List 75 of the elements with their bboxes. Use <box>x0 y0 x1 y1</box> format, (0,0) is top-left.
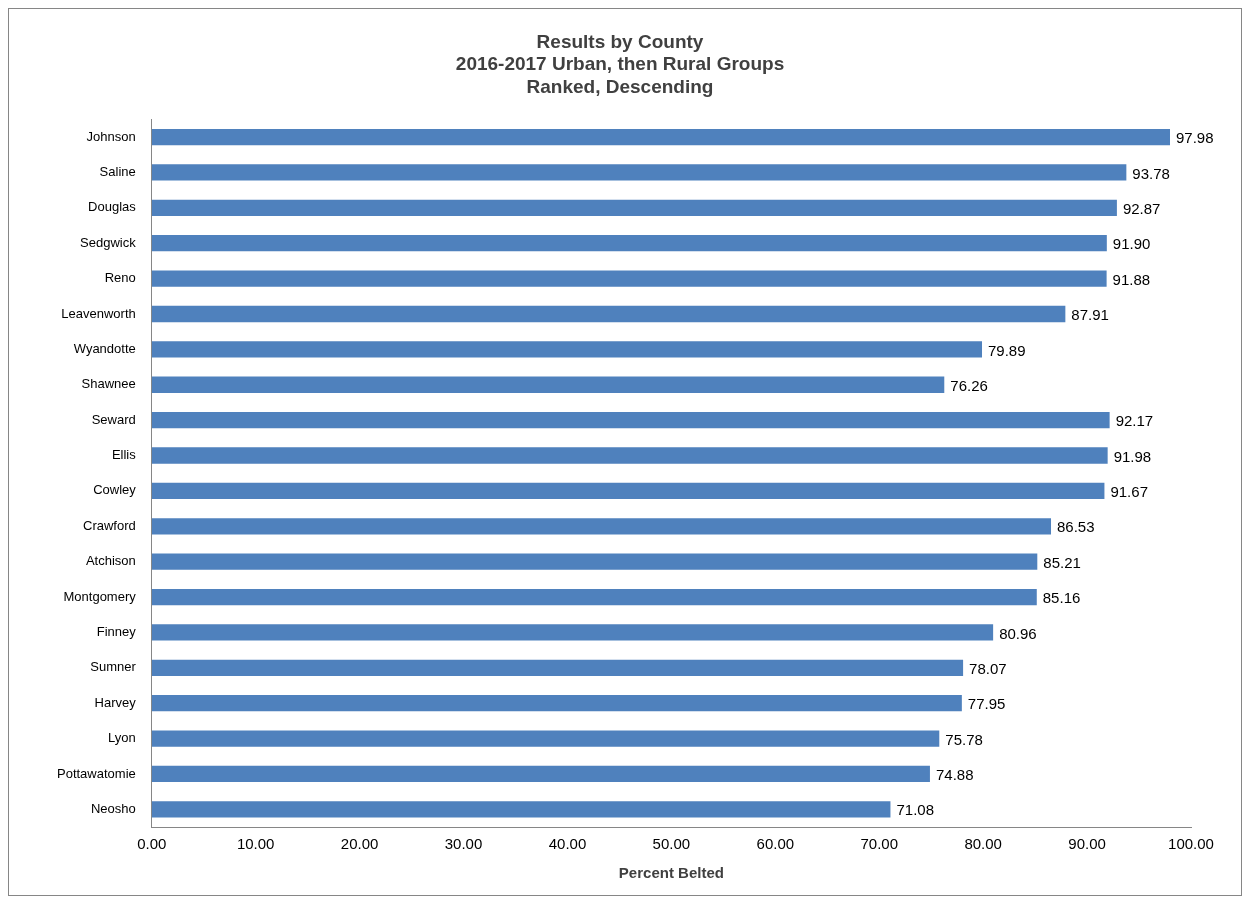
y-tick-label: Neosho <box>90 800 136 816</box>
x-tick-label: 80.00 <box>964 835 1002 853</box>
bar <box>151 730 940 747</box>
bar <box>151 518 1052 535</box>
y-tick-label: Sedgwick <box>80 234 137 250</box>
bar <box>151 128 1171 146</box>
data-label: 77.95 <box>967 695 1006 713</box>
bar <box>151 447 1108 464</box>
data-label: 85.16 <box>1042 589 1081 607</box>
bar <box>151 765 930 783</box>
data-label: 74.88 <box>935 766 974 784</box>
data-label: 92.87 <box>1122 199 1161 217</box>
bar <box>151 235 1107 252</box>
y-tick-label: Leavenworth <box>61 305 136 321</box>
y-tick-label: Crawford <box>83 517 136 533</box>
data-label: 80.96 <box>999 624 1037 642</box>
data-label: 92.17 <box>1115 412 1154 430</box>
y-tick-label: Seward <box>91 411 136 427</box>
bar <box>151 659 964 676</box>
x-tick-label: 100.00 <box>1168 835 1214 853</box>
y-tick-label: Wyandotte <box>73 340 136 356</box>
data-label: 71.08 <box>896 801 934 819</box>
x-tick-label: 70.00 <box>860 835 898 853</box>
y-tick-label: Pottawatomie <box>57 765 136 781</box>
data-label: 91.67 <box>1110 483 1148 501</box>
bar <box>151 801 891 818</box>
bar <box>151 199 1117 216</box>
y-tick-label: Cowley <box>93 482 137 498</box>
x-tick-label: 0.00 <box>137 835 167 853</box>
x-tick-label: 40.00 <box>548 835 587 853</box>
y-tick-label: Finney <box>96 623 137 639</box>
bar <box>151 376 945 393</box>
data-label: 91.88 <box>1112 270 1151 288</box>
y-tick-label: Montgomery <box>63 588 137 604</box>
data-label: 75.78 <box>945 730 983 748</box>
y-tick-label: Douglas <box>88 199 137 215</box>
bar <box>151 411 1110 429</box>
y-tick-label: Harvey <box>94 694 137 710</box>
bar <box>151 341 983 358</box>
y-tick-label: Saline <box>99 164 136 180</box>
text: Ranked, Descending <box>526 76 714 98</box>
bar <box>151 695 962 712</box>
x-tick-label: 90.00 <box>1068 835 1106 853</box>
data-label: 78.07 <box>969 659 1007 677</box>
y-tick-label: Atchison <box>85 553 136 569</box>
data-label: 91.90 <box>1112 235 1151 253</box>
data-label: 91.98 <box>1113 447 1152 465</box>
bar <box>151 305 1066 323</box>
y-tick-label: Shawnee <box>81 376 136 392</box>
x-tick-label: 10.00 <box>236 835 275 853</box>
bar <box>151 553 1038 570</box>
x-tick-label: 30.00 <box>444 835 483 853</box>
data-label: 87.91 <box>1071 306 1109 324</box>
data-label: 86.53 <box>1057 518 1095 536</box>
bar <box>151 164 1127 181</box>
text: Results by County <box>536 30 704 52</box>
data-label: 85.21 <box>1043 553 1081 571</box>
y-tick-label: Reno <box>104 270 136 286</box>
data-label: 79.89 <box>988 341 1026 359</box>
bar <box>151 482 1105 500</box>
x-tick-label: 50.00 <box>652 835 691 853</box>
y-tick-label: Johnson <box>86 128 136 144</box>
x-axis-title: Percent Belted <box>618 864 724 882</box>
y-tick-label: Lyon <box>108 730 136 746</box>
data-label: 93.78 <box>1132 164 1170 182</box>
y-tick-label: Ellis <box>111 447 137 463</box>
x-tick-label: 60.00 <box>756 835 795 853</box>
bar <box>151 624 994 641</box>
data-label: 76.26 <box>950 376 988 394</box>
y-tick-label: Sumner <box>90 659 137 675</box>
x-tick-label: 20.00 <box>340 835 379 853</box>
bar <box>151 270 1107 287</box>
text: 2016-2017 Urban, then Rural Groups <box>455 53 785 75</box>
data-label: 97.98 <box>1176 129 1214 147</box>
bar <box>151 588 1037 606</box>
